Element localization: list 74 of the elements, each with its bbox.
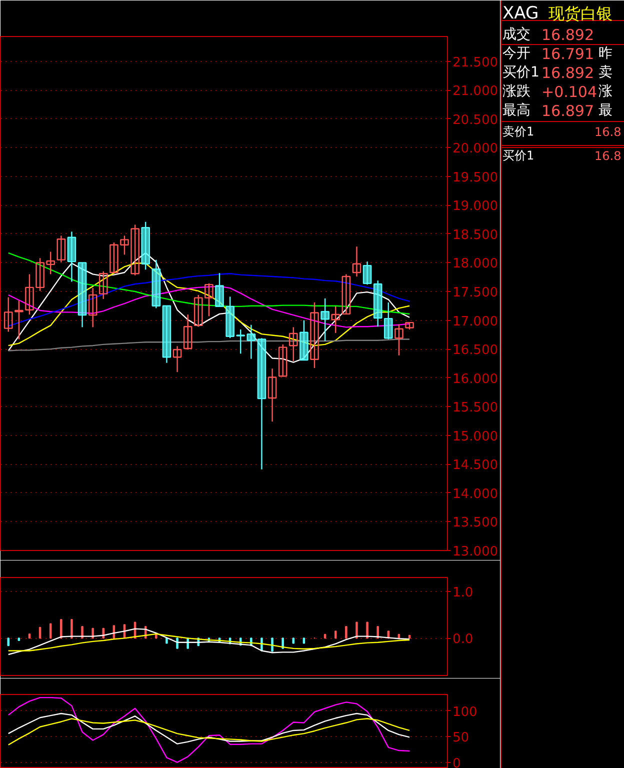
text: 16.897 [542,102,594,120]
candlestick [268,368,277,422]
line-series [8,628,410,656]
candlestick [246,324,256,360]
text: 16.892 [542,26,594,44]
text: XAG [502,4,539,24]
y-tick-label: 17.000 [452,314,498,330]
text: 涨跌 [502,84,530,100]
y-tick-label: 21.000 [452,84,498,100]
y-tick-label: 19.500 [452,170,498,186]
y-tick-label: 18.500 [452,228,498,243]
line-series [8,696,410,763]
y-tick-label: 16.000 [452,372,498,387]
candlestick [4,296,13,332]
candlestick [88,287,98,328]
y-tick-label: 17.500 [452,285,498,300]
y-tick-label: 100 [452,704,478,720]
text: 16.791 [542,45,594,63]
y-tick-label: 15.000 [452,429,498,444]
y-tick-label: 16.500 [452,343,498,358]
y-tick-label: 13.500 [452,516,498,531]
candlestick [56,235,66,263]
text: 16.892 [542,64,594,82]
text: 昨 [598,46,612,62]
y-tick-label: 15.500 [452,400,498,416]
y-tick-label: 14.500 [452,458,498,474]
text: 今开 [502,46,530,62]
candlestick [110,242,118,274]
text: 16.8 [594,149,622,163]
y-tick-label: 20.000 [452,142,498,157]
candlestick [204,282,214,317]
text: 买价1 [502,148,534,162]
candlestick [352,246,362,278]
text: +0.104 [542,83,598,101]
text: 成交 [502,26,530,42]
y-tick-label: 1.0 [452,586,474,600]
line-series [8,712,410,744]
text: 现货白银 [548,4,612,23]
text: 卖 [598,64,612,80]
y-tick-label: 19.000 [452,199,498,214]
text: 涨 [598,84,612,100]
line-series [8,718,410,746]
candlestick [215,272,224,308]
y-tick-label: 20.500 [452,112,498,128]
y-tick-label: 21.500 [452,55,498,70]
line-series [8,252,410,315]
y-tick-label: 13.000 [452,544,498,560]
candlestick [310,302,319,369]
y-tick-label: 18.000 [452,256,498,272]
candlestick [183,314,192,350]
candlestick [331,306,340,334]
candlestick [320,298,330,342]
line-series [8,262,410,346]
text: 最 [598,102,612,118]
candlestick [384,302,393,340]
text: 卖价1 [502,124,534,138]
candlestick [362,260,372,286]
y-tick-label: 14.000 [452,486,498,502]
candlestick [25,274,34,316]
text: 16.8 [594,125,622,139]
text: 买价1 [502,64,540,80]
candlestick [194,294,203,328]
candlestick [342,274,351,316]
candlestick [172,346,182,373]
candlestick [98,270,108,300]
candlestick [278,344,288,378]
line-series [8,633,410,652]
y-tick-label: 0 [452,756,461,768]
text: 最高 [502,102,530,118]
candlestick [394,324,404,356]
candlestick [14,300,24,340]
y-tick-label: 50 [452,730,470,746]
y-tick-label: 0.0 [452,632,474,648]
candlestick [288,326,298,362]
